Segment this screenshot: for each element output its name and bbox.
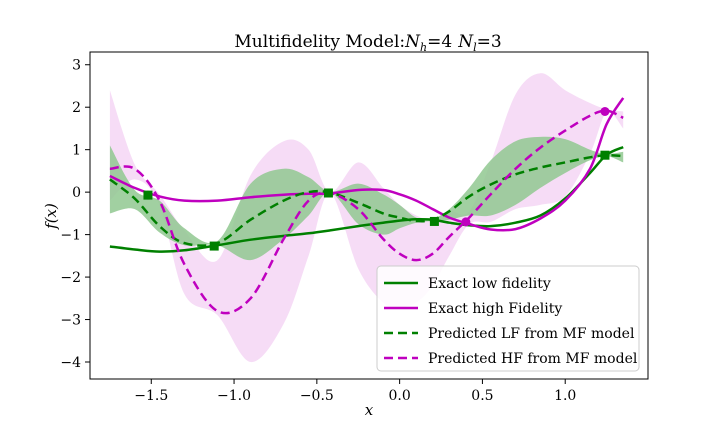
- legend-label-exact-high-fidelity: Exact high Fidelity: [428, 301, 562, 317]
- y-tick-label: −4: [60, 355, 81, 371]
- x-tick-label: 1.0: [554, 388, 576, 404]
- title-nh-sub: h: [420, 41, 427, 54]
- x-tick-label: −1.5: [134, 388, 168, 404]
- chart-title: Multifidelity Model:Nh=4 Nl=3: [234, 32, 501, 54]
- series-predicted-hf-from-mf-model: [109, 109, 624, 315]
- y-tick-label: −1: [60, 228, 81, 244]
- lf-sample-point: [600, 150, 610, 160]
- legend-label-exact-low-fidelity: Exact low fidelity: [428, 276, 551, 292]
- hf-sample-point: [600, 106, 610, 116]
- y-tick-label: 1: [72, 143, 81, 159]
- y-tick-label: 3: [72, 58, 81, 74]
- series-exact-high-fidelity: [109, 97, 625, 232]
- series-lines: [109, 97, 625, 315]
- plot-frame: [89, 51, 649, 380]
- y-axis-label: f(x): [42, 203, 60, 230]
- x-tick-label: −0.5: [300, 388, 334, 404]
- x-axis-ticks: −1.5 −1.0 −0.5 0.0 0.5 1.0: [134, 379, 576, 404]
- lf-sample-point: [143, 190, 153, 200]
- legend-label-predicted-hf-from-mf-model: Predicted HF from MF model: [428, 351, 638, 367]
- series-predicted-lf-from-mf-model: [109, 153, 624, 247]
- y-tick-label: −3: [60, 313, 81, 329]
- hf-sample-point: [461, 217, 471, 227]
- x-axis-label: x: [365, 401, 374, 419]
- legend-label-predicted-lf-from-mf-model: Predicted LF from MF model: [428, 326, 635, 342]
- legend-box: [376, 265, 640, 372]
- y-tick-label: −2: [60, 270, 81, 286]
- lf-sample-point: [429, 216, 439, 226]
- x-tick-label: 0.0: [388, 388, 410, 404]
- lf-sample-point: [209, 241, 219, 251]
- y-axis-ticks: −4 −3 −2 −1 0 1 2 3: [60, 58, 90, 371]
- x-tick-label: 0.5: [471, 388, 493, 404]
- title-nl-value: =3: [477, 32, 502, 52]
- legend: Exact low fidelity Exact high Fidelity Pre…: [376, 265, 640, 372]
- title-nh-value: =4: [427, 32, 452, 52]
- y-tick-label: 2: [72, 100, 81, 116]
- title-nh-symbol: N: [404, 32, 421, 52]
- x-tick-label: −1.0: [217, 388, 251, 404]
- series-exact-low-fidelity: [109, 145, 624, 253]
- lf-sample-point: [323, 188, 333, 198]
- title-prefix: Multifidelity Model:: [234, 32, 405, 52]
- y-tick-label: 0: [72, 185, 81, 201]
- sample-markers: [143, 106, 610, 251]
- title-nl-symbol: N: [457, 32, 474, 52]
- title-nl-sub: l: [473, 41, 477, 54]
